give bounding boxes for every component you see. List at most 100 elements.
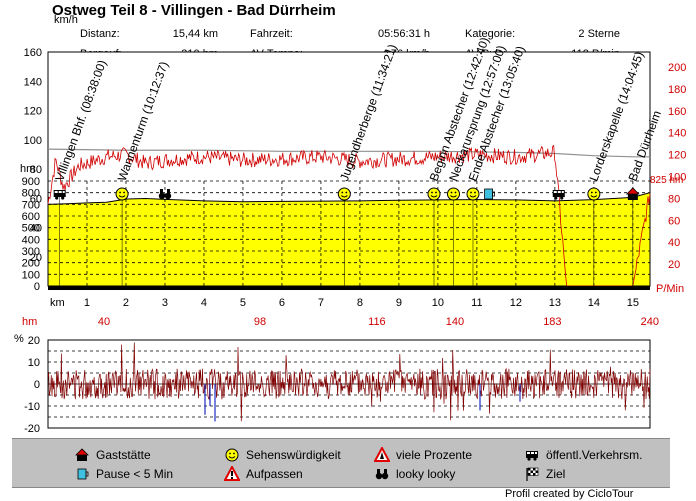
stat-value: 15,44 km: [172, 28, 218, 40]
km-tick-label: 11: [471, 297, 482, 309]
smiley-icon: [225, 448, 239, 462]
gradient-tick-label: -20: [24, 423, 40, 435]
bus-icon: [53, 190, 66, 200]
stat-label: Fahrzeit:: [250, 28, 293, 40]
speed-axis-label: km/h: [54, 14, 78, 26]
cup-icon: [77, 468, 89, 480]
speed-tick-label: 160: [24, 47, 42, 59]
elevation-chart: 20406080100120140160km/h0100200300400500…: [20, 14, 686, 328]
bus-icon: [552, 190, 565, 200]
km-tick-label: 10: [432, 297, 444, 309]
legend-item: Ziel: [524, 466, 565, 482]
km-tick-label: 5: [240, 297, 246, 309]
legend-label: Sehenswürdigkeit: [246, 448, 341, 462]
speed-tick-label: 80: [30, 164, 42, 176]
house-icon: [75, 448, 89, 461]
smiley-icon: [427, 187, 441, 201]
legend-label: Pause < 5 Min: [96, 467, 174, 481]
stat-value: 2 Sterne: [578, 28, 620, 40]
exclamation-icon: [224, 466, 240, 481]
elevation-tick-label: 0: [34, 281, 40, 293]
house-icon: [75, 448, 89, 461]
hm-value-label: 116: [368, 316, 386, 328]
house-icon: [625, 187, 640, 200]
elevation-tick-label: 200: [22, 258, 40, 270]
gray-trace: [47, 148, 650, 158]
hm-row-label: hm: [22, 316, 37, 328]
gradient-tick-label: 20: [28, 335, 40, 347]
legend-label: viele Prozente: [396, 448, 473, 462]
km-tick-label: 13: [549, 297, 561, 309]
pulse-tick-label: 20: [668, 259, 680, 271]
cup-icon: [77, 468, 89, 480]
pulse-trace: [47, 144, 651, 287]
legend-item: öffentl.Verkehrsm.: [524, 447, 643, 463]
legend-label: Ziel: [546, 467, 566, 481]
km-tick-label: 15: [627, 297, 639, 309]
gradient-tick-label: 10: [28, 357, 40, 369]
speed-tick-label: 20: [30, 252, 42, 264]
elevation-axis-label: hm: [20, 163, 35, 175]
elevation-tick-label: 100: [22, 269, 40, 281]
legend-item: Gaststätte: [74, 447, 151, 463]
footer-credit: Profil created by CicloTour: [505, 488, 634, 500]
gradient-trace: [47, 342, 651, 422]
binoculars-icon: [375, 469, 389, 480]
flag-icon: [526, 467, 539, 481]
legend-item: Pause < 5 Min: [74, 466, 173, 482]
gradient-axis-label: %: [14, 333, 24, 345]
bus-icon: [526, 451, 538, 461]
elevation-tick-label: 400: [22, 234, 40, 246]
km-tick-label: 6: [279, 297, 285, 309]
hm-value-label: 183: [543, 316, 561, 328]
page-title: Ostweg Teil 8 - Villingen - Bad Dürrheim: [52, 2, 336, 19]
km-tick-label: 4: [201, 297, 207, 309]
pulse-axis-label: P/Min: [656, 283, 684, 295]
gradient-tick-label: 0: [34, 379, 40, 391]
pulse-tick-label: 200: [668, 62, 686, 74]
speed-tick-label: 40: [30, 223, 42, 235]
km-tick-label: 8: [357, 297, 363, 309]
elevation-tick-label: 700: [22, 199, 40, 211]
km-tick-label: 3: [162, 297, 168, 309]
cup-icon: [484, 188, 495, 200]
pulse-tick-label: 60: [668, 215, 680, 227]
pulse-tick-label: 100: [668, 172, 686, 184]
stat-value: 05:56:31 h: [378, 28, 430, 40]
elevation-tick-label: 300: [22, 246, 40, 258]
x-axis-label: km: [50, 297, 65, 309]
elevation-tick-label: 500: [22, 223, 40, 235]
km-tick-label: 14: [588, 297, 600, 309]
km-tick-label: 9: [396, 297, 402, 309]
km-tick-label: 1: [84, 297, 90, 309]
speed-tick-label: 100: [24, 135, 42, 147]
bus-icon: [526, 451, 538, 461]
legend-item: viele Prozente: [374, 447, 472, 463]
smiley-icon: [337, 187, 351, 201]
speed-tick-label: 120: [24, 106, 42, 118]
speed-tick-label: 60: [30, 193, 42, 205]
stat-label: Kategorie:: [465, 28, 516, 40]
smiley-icon: [115, 187, 129, 201]
elevation-end-label: 825 hm: [650, 175, 683, 186]
binoculars-icon: [375, 469, 389, 480]
legend-label: Gaststätte: [96, 448, 151, 462]
legend: Gaststätte Sehenswürdigkeit viele Prozente…: [12, 438, 670, 488]
smiley-icon: [466, 187, 480, 201]
hm-value-label: 40: [98, 316, 110, 328]
pulse-tick-label: 120: [668, 150, 686, 162]
warning-triangle-icon: [374, 447, 390, 462]
legend-item: looky looky: [374, 466, 455, 482]
smiley-icon: [225, 448, 239, 462]
km-tick-label: 7: [318, 297, 324, 309]
exclamation-icon: [224, 466, 240, 481]
gradient-tick-label: -10: [24, 401, 40, 413]
km-tick-label: 2: [123, 297, 129, 309]
pulse-tick-label: 140: [668, 128, 686, 140]
legend-label: Aufpassen: [246, 467, 303, 481]
hm-value-label: 98: [254, 316, 266, 328]
speed-tick-label: 140: [24, 76, 42, 88]
pulse-tick-label: 80: [668, 193, 680, 205]
hm-value-label: 240: [641, 316, 659, 328]
stat-label: Distanz:: [80, 28, 120, 40]
